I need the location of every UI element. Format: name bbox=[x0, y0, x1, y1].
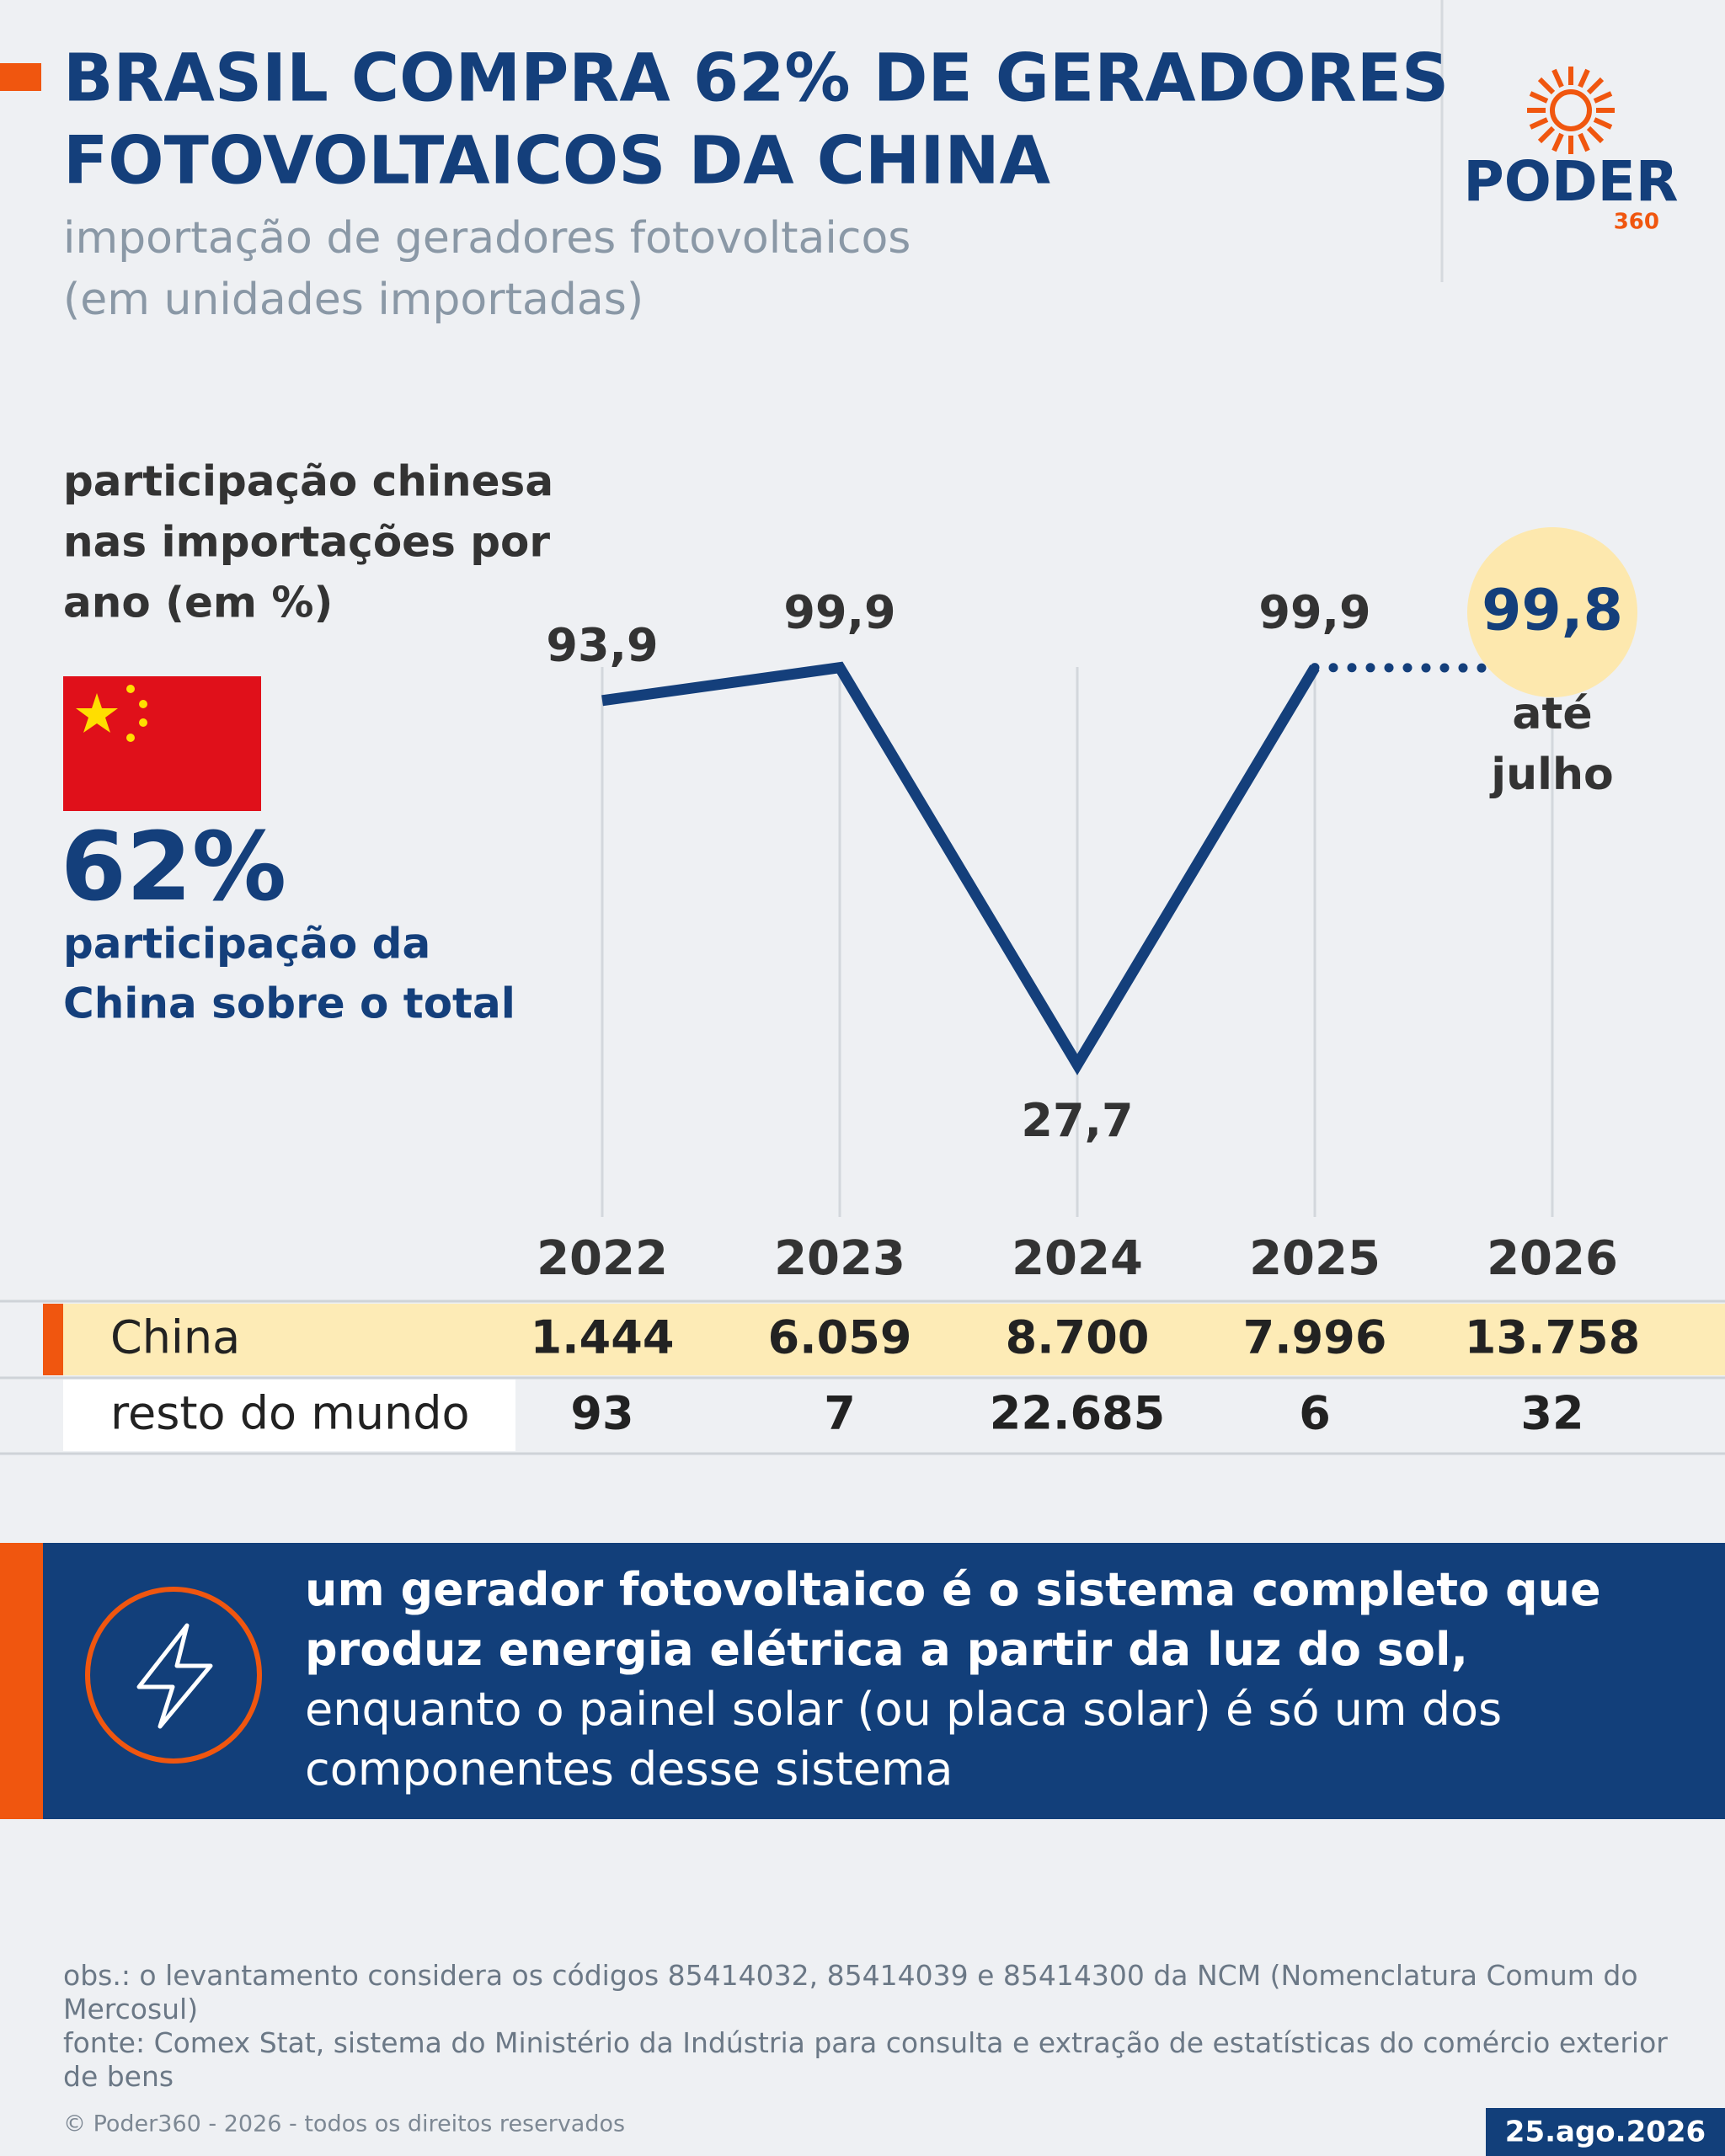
row-label-bg bbox=[63, 1380, 515, 1451]
highlight-caption: participação da bbox=[63, 920, 430, 969]
table-cell: 93 bbox=[570, 1387, 633, 1440]
source: fonte: Comex Stat, sistema do Ministério… bbox=[63, 2026, 1668, 2093]
note-box bbox=[43, 1543, 1725, 1819]
row-marker bbox=[43, 1304, 63, 1375]
logo-sub: 360 bbox=[1614, 210, 1659, 235]
row-label: resto do mundo bbox=[110, 1387, 470, 1440]
note-icon-circle bbox=[85, 1587, 262, 1764]
chart-label: participação chinesa bbox=[63, 457, 553, 506]
value-label: 99,8 bbox=[1482, 578, 1623, 644]
table-cell: 32 bbox=[1520, 1387, 1583, 1440]
line bbox=[601, 661, 1320, 1075]
copyright: © Poder360 - 2026 - todos os direitos re… bbox=[63, 2111, 625, 2137]
line-partial bbox=[1310, 663, 1557, 673]
row-label: China bbox=[110, 1311, 240, 1364]
chart-label: nas importações por bbox=[63, 518, 550, 567]
table-cell: 6.059 bbox=[768, 1311, 912, 1364]
title: FOTOVOLTAICOS DA CHINA bbox=[63, 123, 1050, 199]
table-cell: 1.444 bbox=[531, 1311, 675, 1364]
note: um gerador fotovoltaico é o sistema comp… bbox=[305, 1560, 1686, 1799]
value-label: 99,9 bbox=[783, 585, 895, 638]
note-bold: um gerador fotovoltaico é o sistema comp… bbox=[305, 1563, 1601, 1676]
date-box bbox=[1486, 2108, 1725, 2156]
subtitle: importação de geradores fotovoltaicos bbox=[63, 213, 911, 264]
title: BRASIL COMPRA 62% DE GERADORES bbox=[63, 40, 1449, 116]
annotation: até bbox=[1512, 689, 1592, 739]
title-marker bbox=[0, 63, 41, 91]
note-edge bbox=[0, 1543, 43, 1819]
value-label: 99,9 bbox=[1258, 585, 1370, 638]
subtitle: (em unidades importadas) bbox=[63, 275, 644, 325]
date: 25.ago.2026 bbox=[1505, 2116, 1706, 2149]
table-cell: 6 bbox=[1299, 1387, 1331, 1440]
table-cell: 22.685 bbox=[990, 1387, 1165, 1440]
logo-sun bbox=[1527, 67, 1615, 154]
value-label: 27,7 bbox=[1021, 1094, 1133, 1147]
x-tick-label: 2022 bbox=[537, 1231, 668, 1286]
table-cell: 7.996 bbox=[1243, 1311, 1387, 1364]
chart-label: ano (em %) bbox=[63, 579, 333, 627]
value-label: 93,9 bbox=[546, 618, 658, 671]
table-cell: 8.700 bbox=[1006, 1311, 1150, 1364]
row-bg bbox=[43, 1304, 1725, 1375]
highlight: 62% bbox=[61, 813, 286, 922]
x-tick-label: 2023 bbox=[774, 1231, 905, 1286]
x-tick-label: 2026 bbox=[1487, 1231, 1618, 1286]
x-tick-label: 2025 bbox=[1249, 1231, 1381, 1286]
logo: PODER bbox=[1463, 149, 1678, 214]
obs: obs.: o levantamento considera os código… bbox=[63, 1959, 1638, 2025]
table-cell: 13.758 bbox=[1465, 1311, 1640, 1364]
highlight-caption: China sobre o total bbox=[63, 979, 515, 1028]
table-cell: 7 bbox=[824, 1387, 856, 1440]
flag-small-stars bbox=[126, 685, 147, 742]
annotation: julho bbox=[1489, 750, 1613, 800]
x-tick-label: 2024 bbox=[1012, 1231, 1143, 1286]
note-text: enquanto o painel solar (ou placa solar)… bbox=[305, 1683, 1503, 1796]
note-icon-bolt bbox=[136, 1623, 213, 1729]
china-flag bbox=[63, 676, 261, 811]
highlight-circle bbox=[1467, 527, 1637, 697]
flag-star bbox=[76, 693, 118, 733]
